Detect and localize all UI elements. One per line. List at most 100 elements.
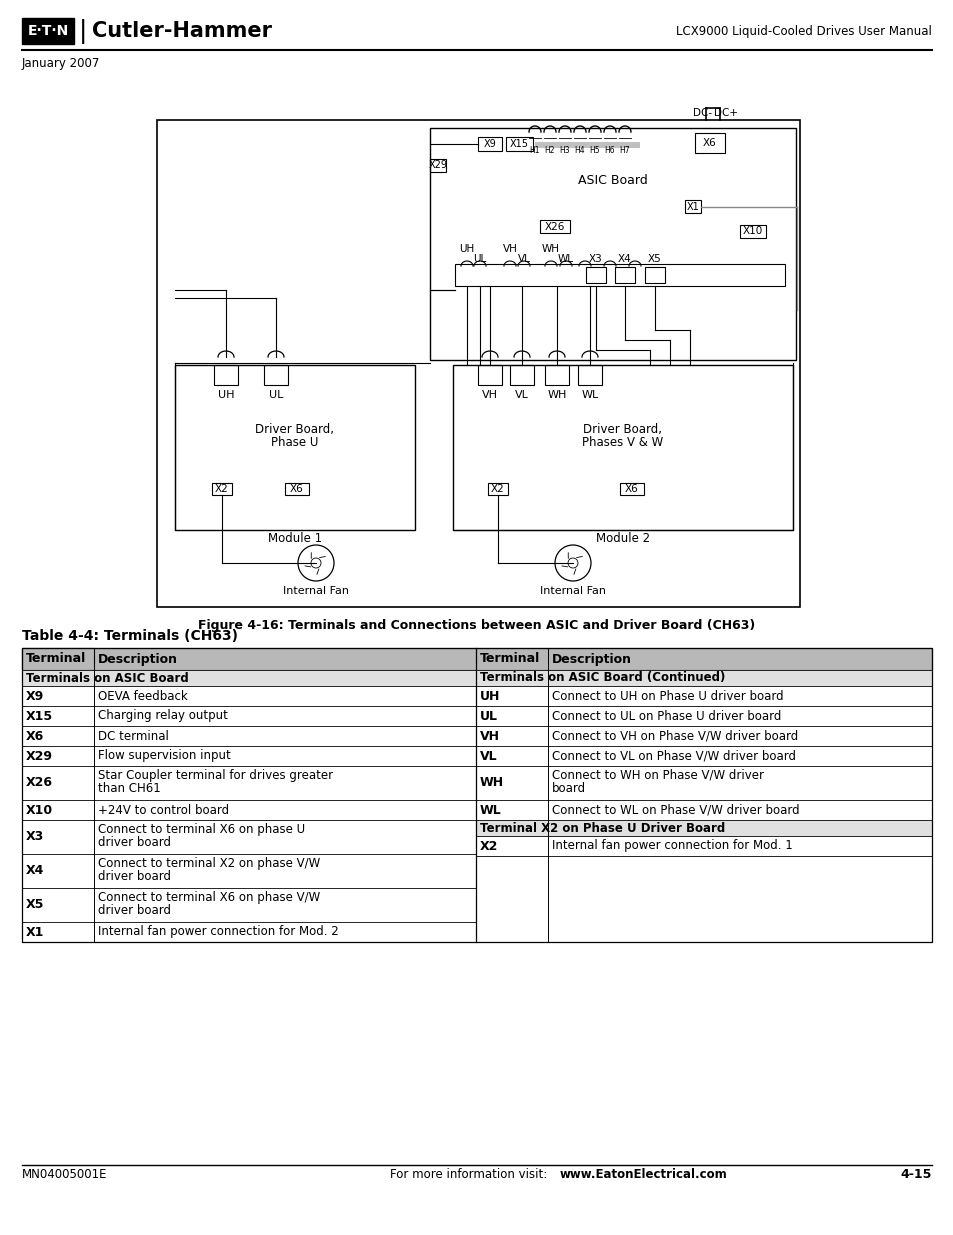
Text: Connect to terminal X6 on phase V/W: Connect to terminal X6 on phase V/W [98,890,320,904]
Text: X5: X5 [26,899,45,911]
Text: X3: X3 [26,830,44,844]
Text: X26: X26 [544,221,564,231]
Text: X4: X4 [26,864,45,878]
Bar [22,648,931,942]
Bar [22,648,94,671]
Text: UH: UH [459,245,475,254]
Bar [619,483,643,495]
Bar [157,120,800,606]
Text: X4: X4 [618,254,631,264]
Text: X9: X9 [26,689,44,703]
Text: VH: VH [479,730,499,742]
Text: WH: WH [479,777,503,789]
Text: Internal Fan: Internal Fan [283,585,349,597]
Text: Connect to VH on Phase V/W driver board: Connect to VH on Phase V/W driver board [552,730,798,742]
Text: Connect to VL on Phase V/W driver board: Connect to VL on Phase V/W driver board [552,750,795,762]
Text: H6: H6 [604,146,615,156]
Text: UL: UL [473,254,486,264]
Text: X3: X3 [589,254,602,264]
Bar [510,366,534,385]
Text: X2: X2 [214,484,229,494]
Bar [477,137,501,151]
Text: Internal fan power connection for Mod. 2: Internal fan power connection for Mod. 2 [98,925,338,939]
Bar [740,225,765,238]
Text: Driver Board,: Driver Board, [583,424,661,436]
Text: Description: Description [552,652,631,666]
Text: X6: X6 [26,730,44,742]
Text: UL: UL [479,709,497,722]
Bar [585,267,605,283]
Text: X6: X6 [290,484,304,494]
Text: Phase U: Phase U [271,436,318,450]
Text: X26: X26 [26,777,53,789]
Bar [477,366,501,385]
Text: Terminal: Terminal [479,652,539,666]
Bar [455,264,784,287]
Bar [505,137,533,151]
Bar [535,142,639,148]
Text: Terminals on ASIC Board: Terminals on ASIC Board [26,672,189,684]
Text: UH: UH [479,689,500,703]
Bar [22,648,931,671]
Text: WL: WL [479,804,501,816]
Bar [430,128,795,359]
Text: 4-15: 4-15 [900,1168,931,1182]
Text: X29: X29 [428,161,447,170]
Text: H4: H4 [574,146,585,156]
Bar [264,366,288,385]
Bar [212,483,232,495]
Text: X15: X15 [509,140,528,149]
Text: OEVA feedback: OEVA feedback [98,689,188,703]
Text: Description: Description [98,652,178,666]
Text: Internal Fan: Internal Fan [539,585,605,597]
Bar [644,267,664,283]
Text: driver board: driver board [98,836,171,850]
Bar [539,220,569,233]
Bar [22,19,74,44]
Text: Cutler-Hammer: Cutler-Hammer [91,21,272,41]
Bar [578,366,601,385]
Text: Module 1: Module 1 [268,532,322,546]
Text: +24V to control board: +24V to control board [98,804,229,816]
Text: X15: X15 [26,709,53,722]
Text: |: | [79,19,87,43]
Text: Connect to UH on Phase U driver board: Connect to UH on Phase U driver board [552,689,782,703]
Text: H2: H2 [544,146,555,156]
Text: VH: VH [502,245,517,254]
Text: Figure 4-16: Terminals and Connections between ASIC and Driver Board (CH63): Figure 4-16: Terminals and Connections b… [198,619,755,631]
Text: driver board: driver board [98,904,171,918]
Bar [174,366,415,530]
Text: Internal fan power connection for Mod. 1: Internal fan power connection for Mod. 1 [552,840,792,852]
Text: January 2007: January 2007 [22,57,100,69]
Text: Phases V & W: Phases V & W [581,436,663,450]
Bar [22,671,476,685]
Bar [285,483,309,495]
Bar [488,483,507,495]
Bar [453,366,792,530]
Text: UH: UH [217,390,234,400]
Text: Terminal X2 on Phase U Driver Board: Terminal X2 on Phase U Driver Board [479,821,724,835]
Text: X1: X1 [686,201,699,211]
Text: than CH61: than CH61 [98,783,161,795]
Text: VH: VH [481,390,497,400]
Text: E·T·N: E·T·N [28,23,69,38]
Text: driver board: driver board [98,871,171,883]
Bar [695,133,724,153]
Text: VL: VL [517,254,530,264]
Text: ASIC Board: ASIC Board [578,173,647,186]
Bar [684,200,700,212]
Text: UL: UL [269,390,283,400]
Text: H1: H1 [529,146,539,156]
Text: WL: WL [580,390,598,400]
Text: DC+: DC+ [713,107,738,119]
Text: board: board [552,783,585,795]
Text: VL: VL [479,750,497,762]
Text: X10: X10 [26,804,53,816]
Text: Star Coupler terminal for drives greater: Star Coupler terminal for drives greater [98,768,333,782]
Text: Connect to UL on Phase U driver board: Connect to UL on Phase U driver board [552,709,781,722]
Text: X10: X10 [742,226,762,236]
Text: X2: X2 [479,840,497,852]
Text: DC terminal: DC terminal [98,730,169,742]
Text: WH: WH [541,245,559,254]
Text: H5: H5 [589,146,599,156]
